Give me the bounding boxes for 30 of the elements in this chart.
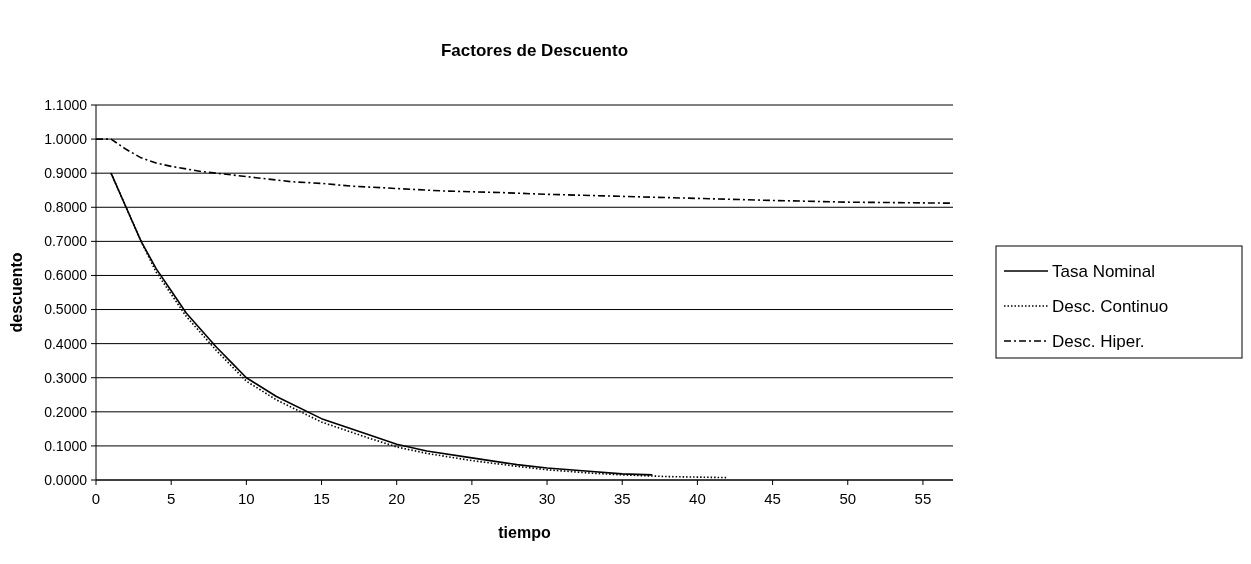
y-tick-label: 0.8000: [44, 199, 88, 216]
legend-label: Desc. Continuo: [1052, 296, 1169, 316]
x-tick-label: 25: [463, 490, 481, 507]
y-tick-label: 1.1000: [44, 96, 88, 113]
x-tick-label: 30: [538, 490, 556, 507]
y-tick-label: 0.3000: [44, 369, 88, 386]
y-tick-label: 0.1000: [44, 437, 88, 454]
x-tick-label: 50: [839, 490, 857, 507]
y-tick-label: 0.5000: [44, 301, 88, 318]
x-tick-label: 15: [313, 490, 330, 507]
x-tick-label: 10: [238, 490, 255, 507]
y-tick-label: 0.0000: [44, 471, 88, 488]
x-tick-label: 40: [689, 490, 706, 507]
x-tick-label: 35: [613, 490, 631, 507]
x-tick-label: 45: [764, 490, 781, 507]
x-tick-label: 5: [167, 490, 176, 507]
y-axis-title: descuento: [8, 252, 25, 333]
x-tick-label: 55: [914, 490, 932, 507]
x-tick-label: 20: [388, 490, 406, 507]
y-tick-label: 0.9000: [44, 165, 88, 182]
x-axis-title: tiempo: [498, 524, 551, 541]
y-tick-label: 0.2000: [44, 403, 88, 420]
y-tick-label: 0.6000: [44, 267, 88, 284]
y-tick-label: 0.4000: [44, 335, 88, 352]
y-tick-label: 1.0000: [44, 130, 88, 147]
legend-label: Desc. Hiper.: [1052, 331, 1145, 351]
chart-title: Factores de Descuento: [440, 41, 629, 60]
legend-label: Tasa Nominal: [1052, 261, 1155, 281]
y-tick-label: 0.7000: [44, 233, 88, 250]
x-tick-label: 0: [91, 490, 101, 507]
